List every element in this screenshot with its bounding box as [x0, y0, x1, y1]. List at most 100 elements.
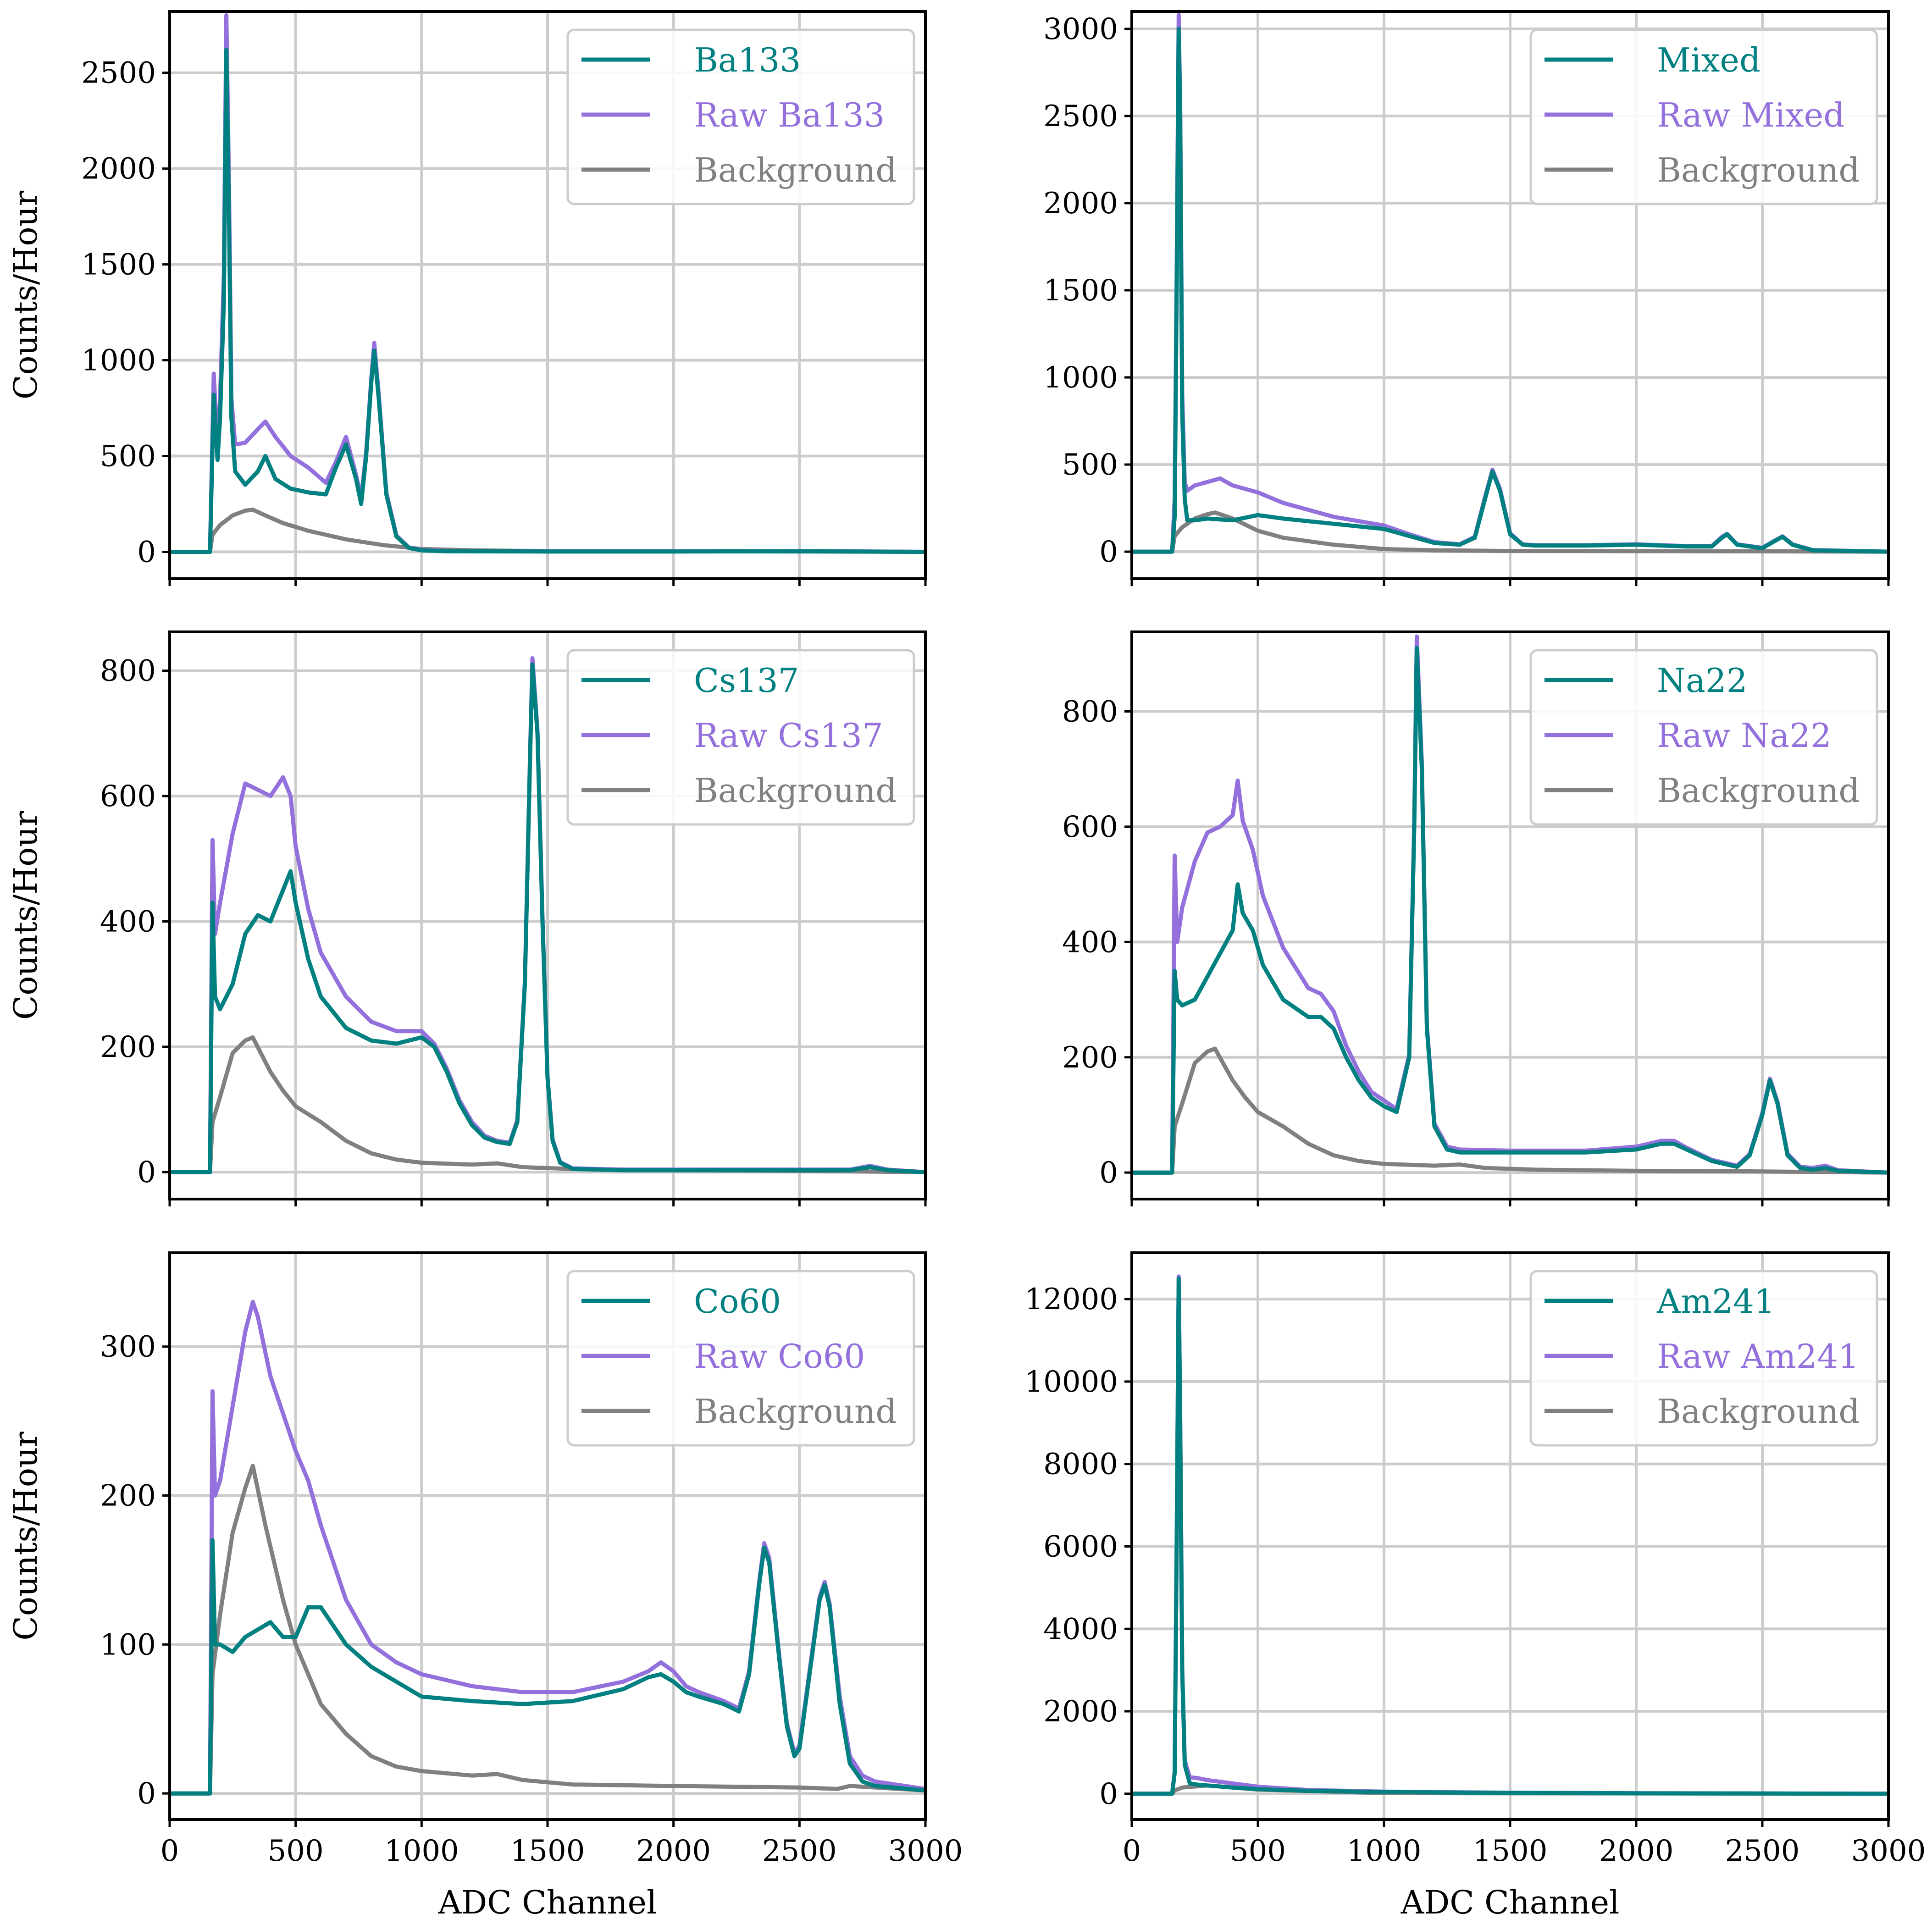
y-tick-label: 1500	[81, 248, 156, 282]
x-tick-label: 1500	[1473, 1834, 1548, 1868]
x-tick-label: 3000	[888, 1834, 963, 1868]
y-axis-label: Counts/Hour	[7, 811, 44, 1020]
legend-label-background: Background	[1657, 1392, 1860, 1431]
series-line-background	[170, 1464, 925, 1796]
y-tick-label: 800	[1062, 695, 1118, 729]
x-axis-label: ADC Channel	[438, 1884, 657, 1921]
y-tick-label: 500	[1062, 448, 1118, 482]
y-tick-label: 10000	[1024, 1365, 1118, 1399]
y-tick-label: 4000	[1043, 1612, 1118, 1646]
legend-label-cs137: Cs137	[694, 661, 799, 700]
legend: Na22 Raw Na22 Background	[1529, 649, 1878, 826]
legend-label-na22: Na22	[1657, 661, 1748, 700]
y-tick-label: 0	[1099, 1777, 1118, 1811]
panel-middle-left: 0 200 400 600 800 Counts/Hour Cs137 Raw Cs137 Ba…	[7, 630, 927, 1206]
x-tick-label: 3000	[1851, 1834, 1926, 1868]
panel-top-right: 0 500 1000 1500 2000 2500 3000 Mixed Raw Mixed Ba…	[1043, 10, 1890, 586]
x-tick-label: 1000	[384, 1834, 459, 1868]
legend: Co60 Raw Co60 Background	[566, 1270, 915, 1447]
legend-label-raw-ba133: Raw Ba133	[694, 96, 885, 134]
x-tick-label: 0	[1123, 1834, 1141, 1868]
legend-box	[1529, 28, 1878, 205]
x-tick-label: 1500	[510, 1834, 585, 1868]
y-tick-label: 1000	[1043, 361, 1118, 395]
legend-box	[1529, 649, 1878, 826]
series-line-background	[1132, 510, 1888, 554]
legend-label-raw-cs137: Raw Cs137	[694, 716, 883, 755]
series-line-background	[1132, 1046, 1888, 1175]
legend-box	[1529, 1270, 1878, 1447]
legend-box	[566, 28, 915, 205]
y-tick-label: 2500	[81, 56, 156, 90]
x-tick-label: 1000	[1347, 1834, 1422, 1868]
y-axis-label: Counts/Hour	[7, 190, 44, 399]
y-tick-label: 8000	[1043, 1448, 1118, 1482]
series-line-cs137	[170, 662, 925, 1174]
y-tick-label: 200	[100, 1030, 156, 1064]
x-tick-label: 2500	[1725, 1834, 1800, 1868]
series-line-co60	[170, 1538, 925, 1796]
y-tick-label: 6000	[1043, 1530, 1118, 1564]
legend-label-background: Background	[694, 151, 897, 189]
y-tick-label: 400	[100, 905, 156, 939]
panel-top-left: 0 500 1000 1500 2000 2500 Counts/Hour Ba133 Raw …	[7, 10, 927, 586]
y-tick-label: 12000	[1024, 1283, 1118, 1316]
y-tick-label: 1500	[1043, 274, 1118, 308]
legend-box	[566, 1270, 915, 1447]
panel-middle-right: 0 200 400 600 800 Na22 Raw Na22 Background	[1062, 630, 1890, 1206]
x-tick-label: 0	[161, 1834, 179, 1868]
panel-bottom-right: 0 2000 4000 6000 8000 10000 12000 0 500 1000 1500 2…	[1024, 1251, 1926, 1921]
y-tick-label: 1000	[81, 344, 156, 378]
y-tick-label: 2500	[1043, 100, 1118, 133]
legend-label-background: Background	[694, 771, 897, 810]
series-line-na22	[1132, 646, 1888, 1175]
y-tick-label: 200	[100, 1479, 156, 1513]
y-tick-label: 2000	[1043, 1695, 1118, 1729]
legend-label-am241: Am241	[1656, 1282, 1775, 1321]
legend: Ba133 Raw Ba133 Background	[566, 28, 915, 205]
legend-label-mixed: Mixed	[1657, 41, 1760, 79]
x-tick-label: 2500	[762, 1834, 837, 1868]
y-tick-label: 400	[1062, 925, 1118, 959]
legend-label-background: Background	[1657, 151, 1860, 189]
y-tick-label: 600	[1062, 810, 1118, 844]
y-tick-label: 2000	[81, 152, 156, 186]
legend: Mixed Raw Mixed Background	[1529, 28, 1878, 205]
x-tick-label: 2000	[636, 1834, 711, 1868]
legend-label-raw-na22: Raw Na22	[1657, 716, 1832, 755]
x-tick-label: 500	[1230, 1834, 1286, 1868]
series-line-am241	[1132, 1276, 1888, 1796]
y-tick-label: 200	[1062, 1041, 1118, 1075]
x-tick-label: 500	[268, 1834, 324, 1868]
y-tick-label: 800	[100, 654, 156, 688]
x-tick-label: 2000	[1599, 1834, 1674, 1868]
legend-label-raw-co60: Raw Co60	[694, 1337, 865, 1376]
legend-label-raw-mixed: Raw Mixed	[1657, 96, 1844, 134]
legend: Cs137 Raw Cs137 Background	[566, 649, 915, 826]
y-tick-label: 2000	[1043, 187, 1118, 221]
series-line-background	[170, 1035, 925, 1174]
y-tick-label: 100	[100, 1628, 156, 1662]
panels: 05001000150020002500Counts/HourBa133Raw …	[7, 10, 1926, 1921]
legend-label-ba133: Ba133	[694, 41, 801, 79]
legend-label-raw-am241: Raw Am241	[1657, 1337, 1859, 1376]
y-tick-label: 500	[100, 440, 156, 474]
y-axis-label: Counts/Hour	[7, 1432, 44, 1641]
y-tick-label: 0	[137, 1156, 156, 1189]
y-tick-label: 300	[100, 1330, 156, 1364]
y-tick-label: 0	[1099, 1156, 1118, 1190]
y-tick-label: 600	[100, 780, 156, 813]
legend-label-background: Background	[1657, 771, 1860, 810]
legend-box	[566, 649, 915, 826]
series-line-ba133	[170, 48, 925, 554]
legend: Am241 Raw Am241 Background	[1529, 1270, 1878, 1447]
y-tick-label: 3000	[1043, 12, 1118, 46]
x-axis-label: ADC Channel	[1401, 1884, 1620, 1921]
legend-label-background: Background	[694, 1392, 897, 1431]
y-tick-label: 0	[137, 1777, 156, 1811]
legend-label-co60: Co60	[694, 1282, 781, 1321]
y-tick-label: 0	[137, 535, 156, 569]
series-line-mixed	[1132, 27, 1888, 554]
